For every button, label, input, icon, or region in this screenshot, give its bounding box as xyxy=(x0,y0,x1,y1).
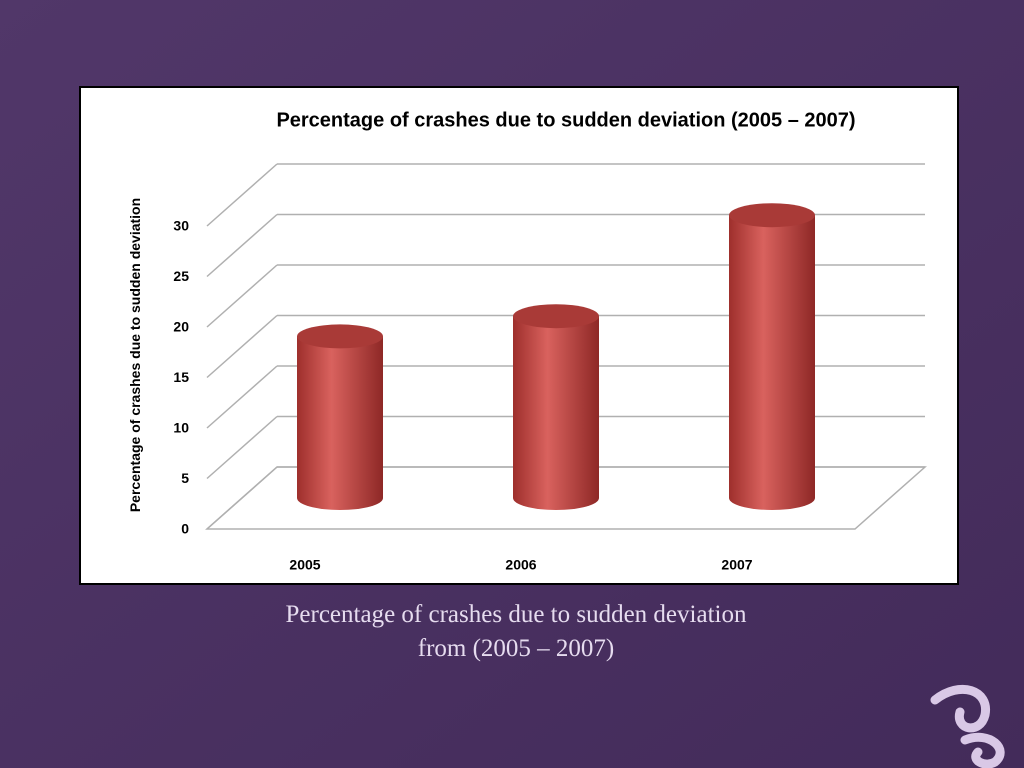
side-grid-line xyxy=(206,314,278,379)
bar xyxy=(729,203,815,510)
bar-body xyxy=(513,316,599,510)
y-tick-label: 0 xyxy=(181,521,189,537)
y-tick-label: 25 xyxy=(173,268,189,284)
x-tick-label: 2006 xyxy=(505,557,536,573)
y-tick-label: 30 xyxy=(173,218,189,234)
x-tick-label: 2005 xyxy=(289,557,320,573)
bar-top xyxy=(297,324,383,349)
side-grid-line xyxy=(206,163,278,227)
y-axis-label: Percentage of crashes due to sudden devi… xyxy=(127,197,143,513)
side-grid-line xyxy=(206,264,278,328)
bar-top xyxy=(729,203,815,228)
y-tick-label: 20 xyxy=(173,319,189,335)
y-tick-label: 10 xyxy=(173,420,189,436)
side-grid-line xyxy=(206,466,278,530)
caption: Percentage of crashes due to sudden devi… xyxy=(285,601,747,662)
chart-title: Percentage of crashes due to sudden devi… xyxy=(276,109,855,131)
y-tick-label: 5 xyxy=(181,470,189,486)
y-tick-label: 15 xyxy=(173,369,189,385)
bar xyxy=(513,304,599,510)
bar xyxy=(297,324,383,510)
ornament xyxy=(930,684,1005,768)
bar-body xyxy=(729,215,815,510)
side-grid-line xyxy=(206,213,278,278)
bar-body xyxy=(297,336,383,510)
x-tick-label: 2007 xyxy=(721,557,752,573)
side-grid-line xyxy=(206,365,278,429)
bar-top xyxy=(513,304,599,329)
side-grid-line xyxy=(206,415,278,480)
